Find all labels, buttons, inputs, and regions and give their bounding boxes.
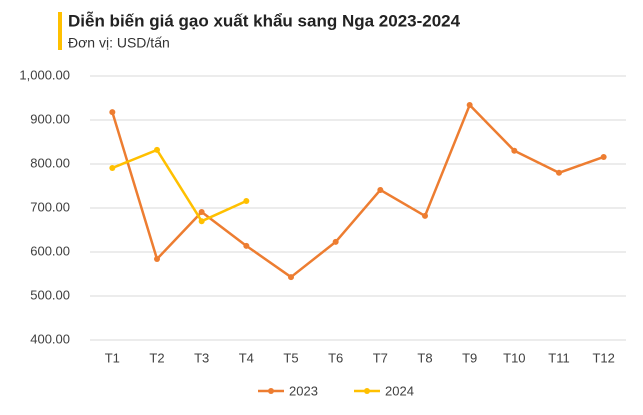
chart-subtitle: Đơn vị: USD/tấn xyxy=(68,35,170,51)
x-tick-label: T10 xyxy=(503,350,525,365)
x-tick-label: T9 xyxy=(462,350,477,365)
point xyxy=(243,242,250,249)
legend-marker xyxy=(268,388,274,394)
series-line xyxy=(111,148,247,223)
x-tick-label: T7 xyxy=(373,350,388,365)
y-tick-label: 900.00 xyxy=(30,111,70,126)
point xyxy=(243,197,250,204)
y-tick-label: 800.00 xyxy=(30,155,70,170)
x-tick-label: T12 xyxy=(592,350,614,365)
point xyxy=(600,153,607,160)
x-tick-label: T8 xyxy=(417,350,432,365)
x-tick-label: T6 xyxy=(328,350,343,365)
x-tick-label: T11 xyxy=(548,350,569,365)
y-tick-label: 700.00 xyxy=(30,199,70,214)
y-tick-label: 1,000.00 xyxy=(19,67,70,82)
chart-title: Diễn biến giá gạo xuất khẩu sang Nga 202… xyxy=(68,11,461,30)
point xyxy=(466,102,473,109)
point xyxy=(198,218,205,225)
legend-label: 2024 xyxy=(385,383,414,398)
point xyxy=(288,274,294,281)
y-tick-label: 600.00 xyxy=(30,243,70,258)
x-tick-label: T5 xyxy=(283,350,298,365)
point xyxy=(198,208,205,215)
x-tick-label: T3 xyxy=(194,350,209,365)
x-tick-label: T2 xyxy=(149,350,164,365)
y-tick-label: 500.00 xyxy=(30,287,70,302)
point xyxy=(154,256,160,263)
point xyxy=(154,146,160,153)
legend-marker xyxy=(364,388,370,394)
series-line xyxy=(111,103,605,279)
x-tick-label: T4 xyxy=(239,350,254,365)
point xyxy=(109,109,116,116)
point xyxy=(377,186,384,193)
title-accent xyxy=(58,12,62,50)
x-tick-label: T1 xyxy=(105,350,120,365)
legend-label: 2023 xyxy=(289,383,318,398)
point xyxy=(511,147,518,154)
point xyxy=(332,238,339,245)
y-tick-label: 400.00 xyxy=(30,331,70,346)
point xyxy=(109,164,116,171)
point xyxy=(422,212,428,219)
point xyxy=(556,169,562,176)
